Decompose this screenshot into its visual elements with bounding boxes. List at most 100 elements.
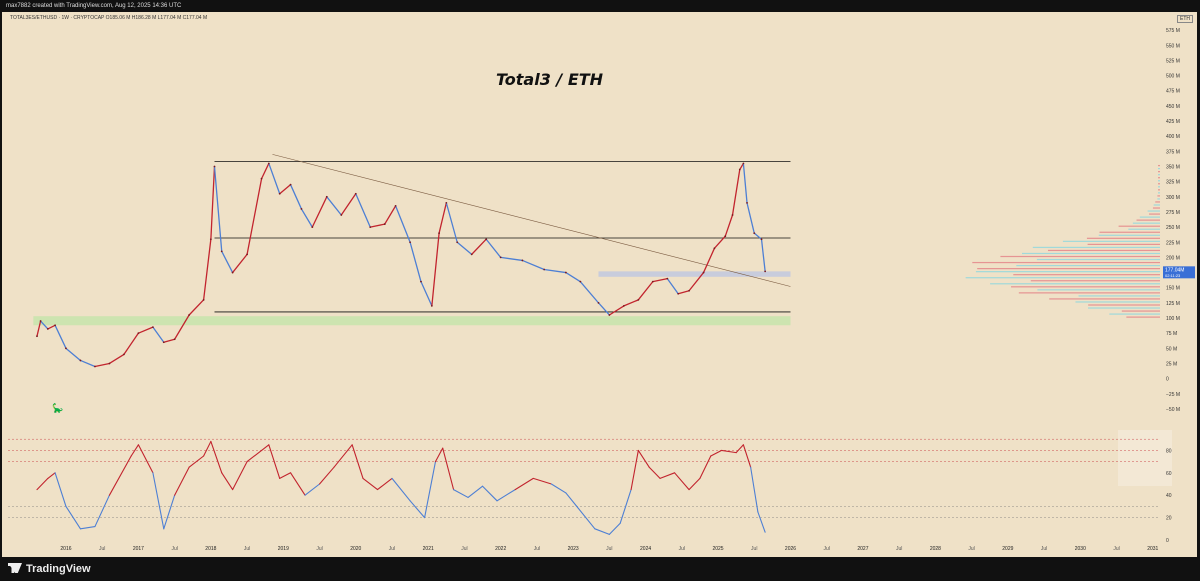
volume-profile-bar [1016,264,1160,267]
rsi-segment [594,528,610,535]
rsi-segment [351,444,364,479]
price-point [65,347,67,350]
x-tick-label: Jul [461,546,467,552]
volume-profile-bar [972,261,1160,264]
price-point [597,301,600,304]
x-tick-label: Jul [824,546,830,552]
volume-profile-bar [1158,171,1160,173]
rsi-segment [637,449,650,468]
last-price-badge [1163,266,1195,279]
price-point [409,241,412,244]
y-tick-label: −25 M [1166,392,1180,398]
price-segment [123,332,140,356]
price-segment [742,162,748,204]
created-by-bar: max7882 created with TradingView.com, Au… [0,0,1200,12]
volume-profile-bar [1158,192,1160,194]
x-tick-label: 2031 [1147,546,1158,552]
rsi-y-tick-label: 60 [1166,471,1172,477]
y-tick-label: 425 M [1166,119,1180,125]
rsi-segment [376,477,393,491]
created-by-text: max7882 created with TradingView.com, Au… [6,3,182,9]
volume-profile-bar [1158,177,1160,179]
chart-svg[interactable]: 575 M 550 M 525 M 500 M 475 M 450 M 425 M 400 M… [0,0,1200,557]
resistance-zone [598,271,791,277]
rsi-segment [674,472,690,491]
price-segment [355,193,371,228]
price-segment [739,162,745,171]
price-segment [289,184,303,210]
price-point [702,271,705,274]
currency-badge[interactable]: ETH [1177,15,1193,23]
price-segment [163,338,176,343]
price-segment [326,196,342,216]
price-segment [137,326,154,334]
y-tick-label: 325 M [1166,180,1180,186]
y-tick-label: 25 M [1166,361,1177,367]
price-segment [456,241,473,256]
price-point [289,183,292,186]
price-segment [268,162,281,195]
x-tick-label: Jul [968,546,974,552]
volume-profile-bar [1153,204,1160,206]
x-tick-label: Jul [171,546,177,552]
y-tick-label: 500 M [1166,74,1180,80]
x-tick-label: Jul [751,546,757,552]
price-point [456,241,459,244]
price-point [278,192,281,195]
price-point [354,192,357,195]
rsi-segment [47,472,56,479]
volume-profile-bar [1047,249,1160,252]
price-point [637,298,640,301]
x-tick-label: 2024 [640,546,651,552]
volume-profile-bar [1049,298,1160,300]
last-price-label: 177.04M [1165,267,1184,273]
price-point [188,314,191,316]
y-tick-label: 200 M [1166,255,1180,261]
price-point [36,335,38,338]
rsi-segment [630,449,639,491]
volume-profile-bar [1158,164,1160,167]
price-point [608,314,611,316]
volume-profile-bar [1086,237,1160,239]
chart-title: Total3 / ETH [495,70,604,89]
volume-profile-bar [1126,316,1160,318]
rsi-segment [608,522,621,535]
price-point [267,162,270,165]
price-point [260,177,263,180]
price-segment [485,238,502,259]
price-point [340,214,343,216]
price-point [383,223,386,225]
countdown-label: 02:11:23 [1165,273,1181,278]
price-segment [471,238,487,256]
price-point [543,268,546,271]
price-segment [420,281,433,307]
rsi-segment [108,455,132,496]
volume-profile-bar [1132,222,1160,224]
price-point [651,280,654,283]
rsi-segment [742,444,752,468]
price-segment [637,281,654,301]
price-point [162,341,165,344]
x-tick-label: 2022 [495,546,506,552]
x-tick-label: 2018 [205,546,216,552]
price-segment [340,193,357,216]
dino-icon: 🦕 [52,402,63,413]
volume-profile-bar [1157,198,1160,200]
rsi-segment [391,477,411,502]
price-segment [500,256,524,262]
brand-name: TradingView [26,563,91,575]
y-tick-label: 525 M [1166,58,1180,64]
price-segment [760,238,766,273]
price-point [79,359,82,362]
price-point [564,271,567,274]
price-segment [188,299,205,316]
tradingview-logo[interactable]: TradingView [8,563,91,575]
price-point [738,168,741,171]
price-point [430,305,433,307]
chart-pane[interactable]: TOTAL3ES/ETHUSD · 1W · CRYPTOCAP O185.06… [2,12,1197,557]
price-point [213,165,216,168]
volume-profile-bar [1011,286,1160,288]
rsi-y-tick-label: 0 [1166,538,1169,544]
y-tick-label: 150 M [1166,286,1180,292]
rsi-segment [619,489,632,524]
